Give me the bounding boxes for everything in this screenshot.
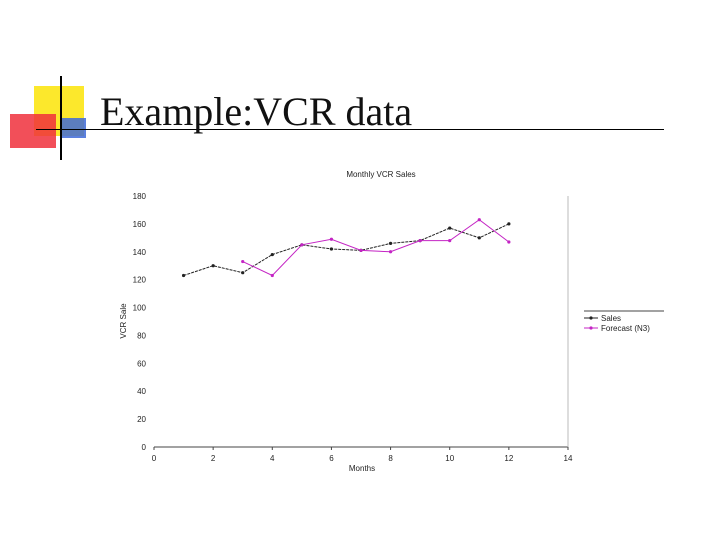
data-point xyxy=(448,226,452,230)
legend-entry: Forecast (N3) xyxy=(601,324,650,333)
y-tick-label: 40 xyxy=(137,387,146,396)
data-point xyxy=(448,239,452,243)
decor-blue-block xyxy=(60,118,86,138)
series-sales xyxy=(181,222,511,278)
series-forecast xyxy=(241,218,511,278)
y-tick-label: 160 xyxy=(133,220,147,229)
y-tick-label: 0 xyxy=(142,443,147,452)
data-point xyxy=(418,239,422,243)
decor-horizontal-rule xyxy=(36,129,664,130)
y-tick-label: 20 xyxy=(137,415,146,424)
data-point xyxy=(329,237,334,241)
data-point xyxy=(477,218,481,222)
y-tick-label: 100 xyxy=(133,304,147,313)
data-point xyxy=(270,252,274,257)
data-point xyxy=(211,264,215,268)
data-point xyxy=(329,247,334,251)
y-tick-label: 60 xyxy=(137,359,146,368)
legend-entry: Sales xyxy=(601,314,621,323)
x-tick-label: 0 xyxy=(152,454,157,463)
data-point xyxy=(270,273,274,278)
data-point xyxy=(477,236,481,240)
x-tick-label: 14 xyxy=(564,454,573,463)
x-tick-label: 10 xyxy=(445,454,454,463)
chart-title: Monthly VCR Sales xyxy=(346,170,415,179)
data-point xyxy=(241,271,245,275)
data-point xyxy=(507,222,511,226)
decor-vertical-rule xyxy=(60,76,62,160)
slide-title: Example:VCR data xyxy=(100,89,413,134)
x-tick-label: 12 xyxy=(504,454,513,463)
y-axis-label: VCR Sale xyxy=(119,303,128,339)
data-point xyxy=(359,248,363,252)
legend-swatch-marker xyxy=(589,326,593,330)
data-point xyxy=(388,241,393,246)
x-tick-label: 4 xyxy=(270,454,275,463)
x-tick-label: 6 xyxy=(329,454,334,463)
data-point xyxy=(181,273,186,278)
data-point xyxy=(300,243,304,247)
x-tick-label: 8 xyxy=(388,454,393,463)
y-tick-label: 120 xyxy=(133,276,147,285)
data-point xyxy=(388,250,393,254)
data-point xyxy=(241,259,245,264)
legend-swatch-marker xyxy=(589,316,593,320)
y-tick-label: 80 xyxy=(137,331,146,340)
series-line xyxy=(242,219,510,277)
decor-red-block xyxy=(10,114,56,148)
series-layer xyxy=(181,218,511,278)
y-tick-label: 140 xyxy=(133,248,147,257)
series-line xyxy=(183,223,510,276)
data-point xyxy=(507,240,511,244)
x-axis-label: Months xyxy=(349,464,375,473)
x-tick-label: 2 xyxy=(211,454,216,463)
y-tick-label: 180 xyxy=(133,192,147,201)
